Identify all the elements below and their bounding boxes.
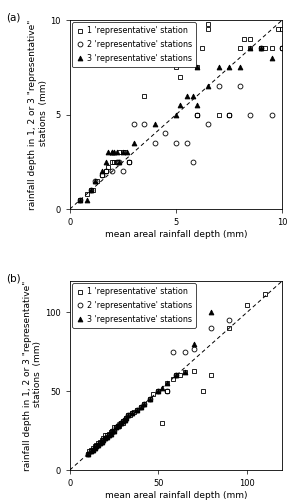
Legend: 1 'representative' station, 2 'representative' stations, 3 'representative' stat: 1 'representative' station, 2 'represent… bbox=[72, 284, 196, 328]
X-axis label: mean areal rainfall depth (mm): mean areal rainfall depth (mm) bbox=[105, 230, 247, 239]
Text: (b): (b) bbox=[6, 274, 21, 283]
Y-axis label: rainfall depth in 1, 2 or 3 "representative"
 stations  (mm): rainfall depth in 1, 2 or 3 "representat… bbox=[23, 280, 42, 470]
X-axis label: mean areal rainfall depth (mm): mean areal rainfall depth (mm) bbox=[105, 491, 247, 500]
Legend: 1 'representative' station, 2 'representative' stations, 3 'representative' stat: 1 'representative' station, 2 'represent… bbox=[72, 22, 196, 67]
Y-axis label: rainfall depth in 1, 2 or 3 "representative"
 stations  (mm): rainfall depth in 1, 2 or 3 "representat… bbox=[28, 20, 47, 210]
Text: (a): (a) bbox=[6, 12, 20, 22]
